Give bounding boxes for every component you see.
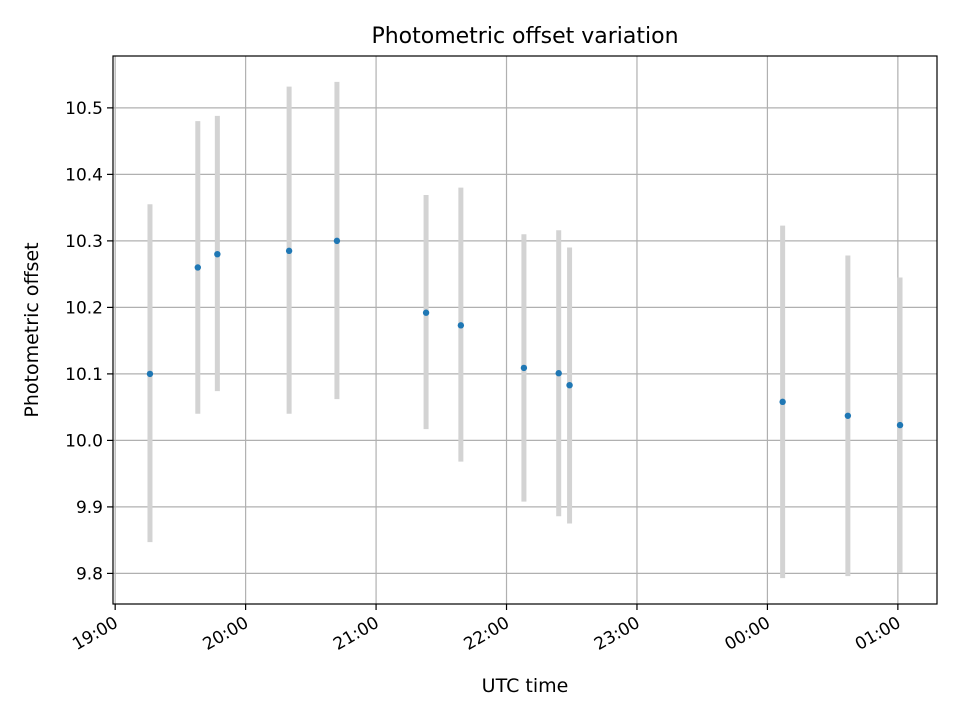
data-point (457, 322, 465, 329)
data-point (285, 247, 293, 255)
data-point (779, 398, 786, 406)
y-axis: 9.8 9.9 10.0 10.1 10.2 10.3 10.4 10.5 (65, 99, 113, 584)
y-axis-label: Photometric offset (21, 242, 43, 417)
data-point (422, 309, 430, 316)
plot-frame (112, 55, 938, 605)
x-axis-label: UTC time (482, 675, 569, 697)
data-point (566, 381, 573, 389)
data-point (520, 364, 528, 372)
data-point (844, 412, 852, 419)
y-tick-label: 10.4 (65, 165, 103, 185)
data-points (146, 237, 904, 429)
y-tick-label: 10.5 (65, 99, 103, 119)
y-tick-label: 9.8 (76, 564, 103, 584)
y-tick-label: 10.2 (65, 298, 103, 318)
y-tick-label: 10.0 (65, 431, 103, 451)
y-tick-label: 10.3 (65, 232, 103, 252)
data-point (214, 250, 221, 258)
y-tick-label: 10.1 (65, 365, 103, 385)
data-point (194, 264, 201, 271)
data-point (333, 237, 341, 245)
y-tick-label: 9.9 (76, 498, 103, 518)
chart-title: Photometric offset variation (371, 24, 678, 49)
data-point (896, 421, 904, 429)
data-point (555, 370, 562, 377)
data-point (146, 370, 154, 378)
